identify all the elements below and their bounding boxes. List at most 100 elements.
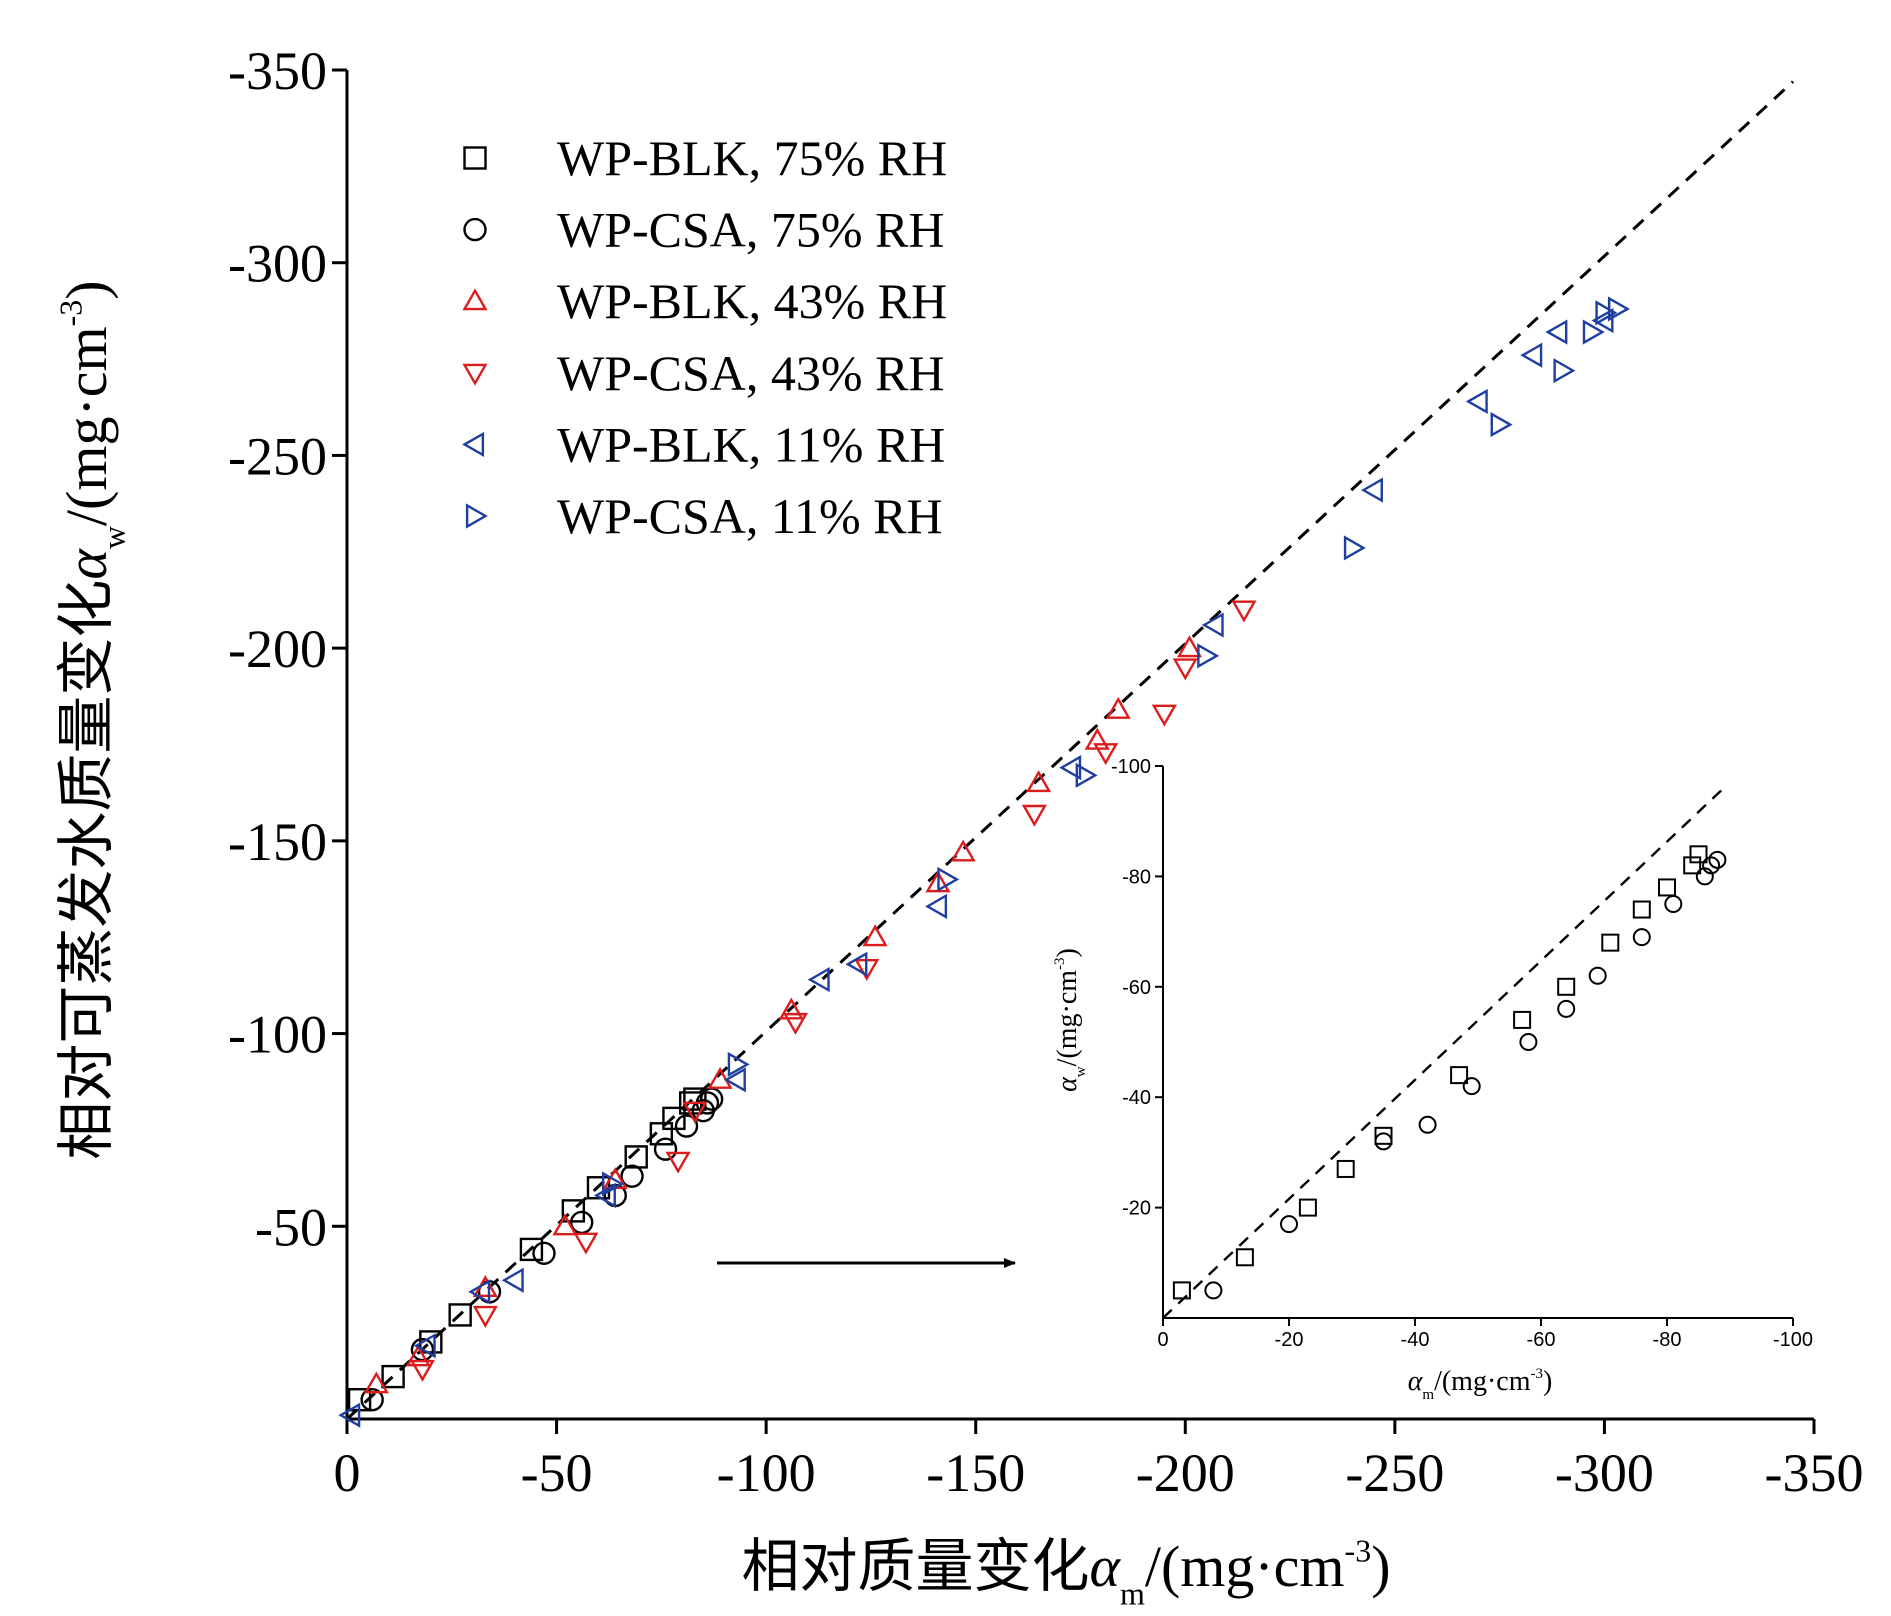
main-point-triangle-up	[862, 924, 888, 947]
main-point-triangle-right	[727, 1051, 750, 1077]
inset-x-axis-title: αm/(mg·cm-3)	[1408, 1366, 1553, 1403]
main-x-tick-label: -250	[1345, 1443, 1444, 1503]
main-point-triangle-up	[778, 997, 804, 1020]
inset-point-square	[1336, 1159, 1355, 1178]
inset-point-square	[1683, 856, 1702, 875]
inset-y-axis-title-sup: -3	[1052, 957, 1068, 970]
main-point-triangle-left	[845, 951, 868, 977]
inset-x-axis-title-unit: /(mg·cm	[1434, 1366, 1531, 1397]
main-point-triangle-up	[1105, 696, 1131, 719]
inset-x-tick-label: -100	[1773, 1329, 1813, 1351]
inset-point-square	[1632, 900, 1651, 919]
main-point-triangle-left	[807, 967, 830, 993]
main-point-triangle-left	[1545, 319, 1568, 345]
main-x-tick-label: -100	[717, 1443, 816, 1503]
inset-point-circle	[1418, 1115, 1437, 1134]
main-point-square	[561, 1199, 586, 1223]
main-point-triangle-left	[468, 1279, 491, 1305]
inset-y-tick-label: -40	[1122, 1087, 1151, 1109]
legend-label: WP-CSA, 75% RH	[557, 202, 945, 258]
inset-point-circle	[1519, 1033, 1538, 1051]
main-point-triangle-left	[1360, 477, 1383, 503]
main-point-triangle-down	[1151, 704, 1177, 727]
main-point-circle	[653, 1137, 678, 1161]
main-y-tick-label: -150	[228, 812, 327, 872]
inset-y-axis-title-close: )	[1052, 948, 1083, 957]
main-point-triangle-up	[950, 839, 976, 862]
legend: WP-BLK, 75% RH WP-CSA, 75% RH WP-BLK, 43% …	[462, 130, 947, 544]
inset-x-tick-label: -80	[1653, 1329, 1682, 1351]
inset-x-tick-label: 0	[1157, 1329, 1168, 1351]
inset-x-axis-title-close: )	[1543, 1366, 1552, 1397]
inset-point-circle	[1588, 966, 1607, 985]
main-point-triangle-down	[573, 1232, 599, 1255]
main-point-triangle-down	[409, 1359, 436, 1382]
main-x-tick-label: 0	[334, 1443, 361, 1503]
main-point-triangle-left	[501, 1267, 524, 1293]
main-y-axis-title-unit: /(mg·cm	[54, 326, 119, 526]
inset-point-square	[1658, 878, 1676, 897]
main-point-triangle-up	[1176, 635, 1203, 658]
main-point-triangle-down	[1172, 658, 1198, 681]
inset-point-circle	[1702, 856, 1721, 875]
main-x-axis-title-sup: -3	[1345, 1533, 1372, 1569]
main-x-axis-title-sym: α	[1089, 1534, 1121, 1599]
inset-x-axis-title-sub: m	[1422, 1387, 1434, 1403]
inset-y-tick-label: -60	[1122, 977, 1151, 999]
inset-x-tick-label: -40	[1401, 1329, 1430, 1351]
main-point-triangle-left	[925, 893, 948, 919]
inset-point-square	[1557, 977, 1576, 996]
legend-marker-triangle-left	[462, 431, 485, 457]
main-point-triangle-up	[363, 1371, 389, 1394]
main-point-triangle-left	[1520, 342, 1543, 368]
main-point-triangle-right	[1595, 300, 1618, 326]
main-point-triangle-right	[1075, 762, 1098, 788]
main-point-triangle-right	[1553, 358, 1576, 384]
main-point-triangle-down	[1231, 600, 1257, 623]
main-point-triangle-right	[1197, 643, 1220, 669]
main-x-tick-label: -350	[1765, 1443, 1864, 1503]
main-y-tick-label: -200	[228, 619, 327, 679]
inset-point-square	[1172, 1281, 1191, 1300]
main-point-triangle-left	[593, 1182, 616, 1209]
inset-y-axis-title-sym: α	[1052, 1076, 1083, 1092]
main-point-square	[519, 1237, 544, 1262]
legend-label: WP-BLK, 43% RH	[557, 273, 947, 329]
main-y-tick-label: -300	[228, 234, 327, 294]
inset-point-square	[1601, 933, 1620, 952]
inset-point-circle	[1695, 867, 1714, 886]
inset-x-axis-title-sym: α	[1408, 1366, 1424, 1397]
inset-point-circle	[1204, 1281, 1223, 1300]
main-y-tick-label: -100	[228, 1005, 327, 1065]
main-point-square	[381, 1364, 405, 1389]
main-point-triangle-right	[1490, 412, 1513, 438]
main-x-tick-label: -50	[521, 1443, 593, 1503]
main-point-square	[662, 1106, 686, 1131]
inset-point-square	[1374, 1126, 1393, 1145]
main-point-square	[649, 1122, 674, 1146]
main-y-axis-title-pre: 相对可蒸发水质量变化	[54, 580, 119, 1160]
inset-point-circle	[1708, 850, 1727, 869]
main-point-triangle-right	[1607, 296, 1630, 322]
inset-fit-line	[1162, 787, 1725, 1319]
inset-point-circle	[1632, 928, 1651, 947]
inset-point-circle	[1462, 1077, 1481, 1096]
main-point-square	[448, 1303, 472, 1327]
main-point-circle	[674, 1114, 699, 1138]
inset-point-square	[1513, 1010, 1532, 1029]
main-point-triangle-left	[723, 1067, 746, 1093]
main-point-triangle-down	[782, 1012, 809, 1035]
main-y-tick-label: -250	[228, 426, 327, 486]
inset-point-square	[1298, 1198, 1317, 1217]
main-x-axis-title-pre: 相对质量变化	[741, 1534, 1089, 1599]
main-point-triangle-down	[1021, 804, 1047, 827]
main-x-axis-title-sub: m	[1120, 1576, 1145, 1611]
main-point-triangle-left	[413, 1333, 436, 1359]
main-point-square	[683, 1087, 707, 1111]
legend-marker-triangle-down	[462, 363, 488, 386]
main-plot: 0 -50 -100 -150 -200 -250 -300 -350-50-100-150-…	[53, 41, 1864, 1612]
inset-point-circle	[1664, 895, 1683, 913]
legend-marker-triangle-right	[465, 503, 488, 529]
main-y-axis-title-sym: α	[54, 548, 119, 580]
main-point-triangle-down	[682, 1101, 708, 1124]
